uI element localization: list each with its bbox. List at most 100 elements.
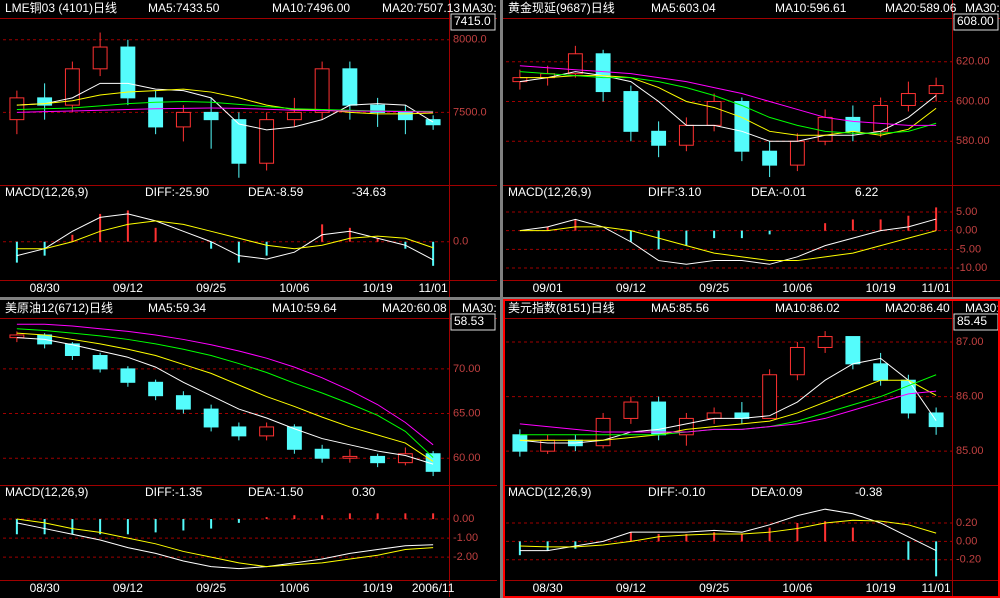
candle-body bbox=[203, 111, 219, 121]
y-tick-label: -0.20 bbox=[956, 554, 981, 566]
candle-body bbox=[789, 140, 805, 166]
ma-line bbox=[16, 82, 434, 131]
x-tick-label: 09/12 bbox=[616, 281, 646, 295]
panel: LME铜03 (4101)日线 MA5:7433.50 MA10:7496.00 MA… bbox=[0, 0, 504, 297]
ma-line bbox=[16, 328, 434, 458]
y-tick-label: -1.00 bbox=[453, 532, 478, 544]
y-tick-label: 600.00 bbox=[956, 95, 990, 107]
ma-legend: MA5:603.04 bbox=[651, 1, 716, 15]
candle-body bbox=[734, 101, 750, 152]
ma-line bbox=[16, 88, 434, 115]
ma-line bbox=[16, 100, 434, 112]
x-tick-label: 11/01 bbox=[419, 281, 448, 295]
ma-legend: MA5:7433.50 bbox=[148, 1, 220, 15]
x-tick-label: 09/25 bbox=[699, 581, 729, 595]
macd-value: -34.63 bbox=[352, 185, 386, 199]
y-tick-label: 70.00 bbox=[453, 363, 481, 375]
x-tick-label: 10/06 bbox=[279, 281, 309, 295]
y-tick-label: 87.00 bbox=[956, 336, 984, 348]
x-tick-label: 10/06 bbox=[782, 581, 812, 595]
candle-body bbox=[9, 97, 25, 121]
y-tick-label: 86.00 bbox=[956, 390, 984, 402]
ma-legend: MA20:7507.13 bbox=[382, 1, 460, 15]
macd-legend: DEA:-1.50 bbox=[248, 485, 304, 499]
ma-line bbox=[16, 337, 434, 465]
x-tick-label: 09/12 bbox=[113, 281, 143, 295]
candle-body bbox=[92, 355, 108, 370]
ma-line bbox=[16, 332, 434, 462]
candle-body bbox=[259, 426, 275, 437]
y-tick-label: 65.00 bbox=[453, 407, 481, 419]
candle-body bbox=[845, 336, 861, 365]
macd-line bbox=[519, 218, 937, 265]
y-tick-label: 620.00 bbox=[956, 56, 990, 68]
ma-legend: MA10:7496.00 bbox=[272, 1, 350, 15]
candle-body bbox=[148, 381, 164, 397]
macd-legend: DIFF:-0.10 bbox=[648, 485, 706, 499]
candle-body bbox=[9, 334, 25, 339]
candle-body bbox=[651, 130, 667, 146]
candle-body bbox=[595, 53, 611, 93]
ma-line bbox=[519, 379, 937, 441]
macd-legend: DIFF:-25.90 bbox=[145, 185, 209, 199]
candle-body bbox=[120, 46, 136, 99]
ma-legend: MA5:59.34 bbox=[148, 301, 206, 315]
macd-legend: DIFF:-1.35 bbox=[145, 485, 203, 499]
macd-line bbox=[16, 518, 434, 568]
macd-label: MACD(12,26,9) bbox=[5, 485, 88, 499]
candle-body bbox=[175, 111, 191, 128]
y-tick-label: 8000.0 bbox=[453, 34, 487, 46]
macd-line bbox=[519, 508, 937, 552]
ma-legend: MA20:86.40 bbox=[885, 301, 950, 315]
candle-body bbox=[148, 97, 164, 128]
panel-title: 黄金现延(9687)日线 bbox=[508, 0, 615, 15]
ma-legend: MA30:7 bbox=[462, 1, 504, 15]
x-tick-label: 10/06 bbox=[782, 281, 812, 295]
last-price: 85.45 bbox=[957, 314, 987, 328]
candle-body bbox=[873, 104, 889, 132]
candle-body bbox=[817, 336, 833, 348]
ma-legend: MA30:8 bbox=[965, 301, 1000, 315]
macd-line bbox=[16, 213, 434, 261]
macd-value: 6.22 bbox=[855, 185, 879, 199]
candle-body bbox=[120, 368, 136, 383]
macd-legend: DEA:0.09 bbox=[751, 485, 803, 499]
candle-body bbox=[873, 363, 889, 381]
x-tick-label: 09/01 bbox=[533, 281, 563, 295]
candle-body bbox=[540, 439, 556, 452]
macd-line bbox=[519, 519, 937, 548]
ma-line bbox=[16, 323, 434, 446]
candle-body bbox=[762, 150, 778, 166]
macd-value: 0.30 bbox=[352, 485, 376, 499]
y-tick-label: 60.00 bbox=[453, 452, 481, 464]
candle-body bbox=[706, 412, 722, 419]
candle-body bbox=[900, 93, 916, 106]
ma-line bbox=[519, 65, 937, 126]
candle-body bbox=[678, 124, 694, 146]
panel-title: 美原油12(6712)日线 bbox=[5, 301, 113, 315]
macd-legend: DEA:-8.59 bbox=[248, 185, 304, 199]
candle-body bbox=[623, 401, 639, 419]
macd-legend: DIFF:3.10 bbox=[648, 185, 702, 199]
candle-body bbox=[678, 417, 694, 436]
panel-title: LME铜03 (4101)日线 bbox=[5, 0, 117, 15]
candle-body bbox=[512, 434, 528, 452]
macd-legend: DEA:-0.01 bbox=[751, 185, 807, 199]
x-tick-label: 08/30 bbox=[533, 581, 563, 595]
last-price: 7415.0 bbox=[454, 14, 491, 28]
ma-legend: MA20:589.06 bbox=[885, 1, 957, 15]
ma-line bbox=[16, 107, 434, 113]
selected-frame bbox=[503, 299, 1000, 598]
candle-body bbox=[370, 104, 386, 113]
y-tick-label: 0.00 bbox=[453, 513, 474, 525]
x-tick-label: 08/30 bbox=[30, 581, 60, 595]
ma-legend: MA30:6 bbox=[462, 301, 504, 315]
last-price: 608.00 bbox=[957, 14, 994, 28]
candle-body bbox=[900, 379, 916, 414]
candle-body bbox=[370, 455, 386, 464]
candle-body bbox=[817, 116, 833, 142]
y-tick-label: 85.00 bbox=[956, 445, 984, 457]
last-price-box bbox=[953, 13, 999, 31]
x-tick-label: 10/19 bbox=[866, 581, 896, 595]
x-tick-label: 10/19 bbox=[866, 281, 896, 295]
